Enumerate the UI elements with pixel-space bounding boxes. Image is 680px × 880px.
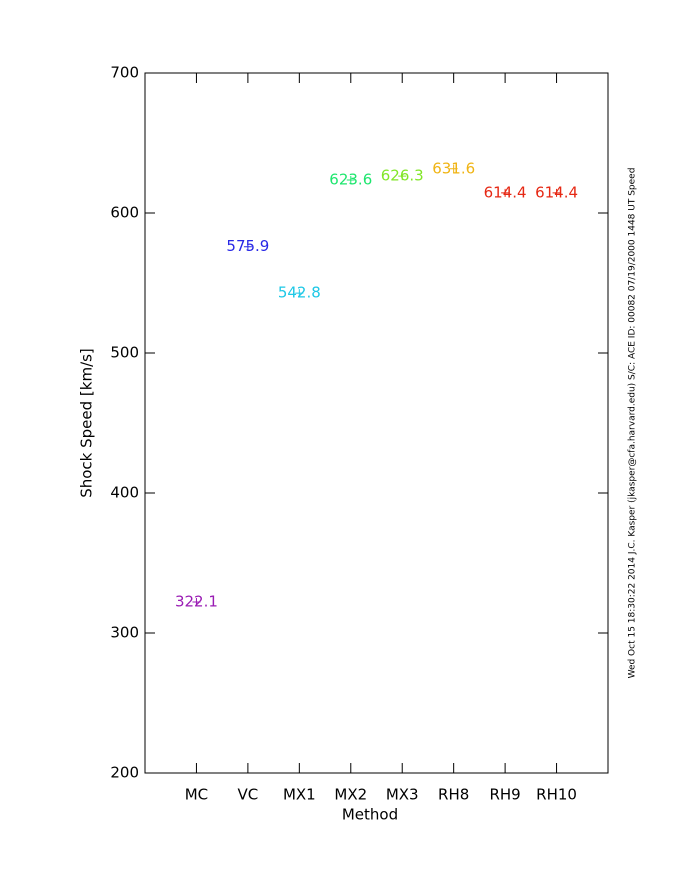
point-marker [552, 188, 561, 197]
value-label: 631.6 [432, 159, 475, 177]
x-tick-label: MX3 [386, 786, 419, 804]
point-marker [398, 172, 407, 181]
value-label: 542.8 [278, 284, 321, 302]
point-marker [295, 289, 304, 298]
value-label: 623.6 [329, 170, 372, 188]
y-tick-label: 600 [110, 204, 139, 222]
y-tick-label: 400 [110, 484, 139, 502]
y-tick-label: 700 [110, 64, 139, 82]
x-tick-label: RH10 [536, 786, 577, 804]
value-label: 614.4 [484, 183, 527, 201]
value-label: 575.9 [226, 237, 269, 255]
point-marker [449, 164, 458, 173]
value-label: 614.4 [535, 183, 578, 201]
value-label: 322.1 [175, 593, 218, 611]
x-tick-label: MX1 [283, 786, 316, 804]
side-note: Wed Oct 15 18:30:22 2014 J.C. Kasper (jk… [628, 168, 638, 679]
y-tick-label: 200 [110, 764, 139, 782]
x-axis-label: Method [342, 806, 398, 824]
x-tick-label: RH8 [438, 786, 469, 804]
y-axis-label: Shock Speed [km/s] [78, 348, 96, 498]
x-tick-label: MX2 [334, 786, 367, 804]
point-marker [192, 598, 201, 607]
plot-frame [144, 72, 609, 774]
x-tick-label: MC [185, 786, 208, 804]
y-tick-label: 300 [110, 624, 139, 642]
x-tick-label: RH9 [489, 786, 520, 804]
point-marker [243, 242, 252, 251]
y-tick-label: 500 [110, 344, 139, 362]
point-marker [346, 175, 355, 184]
value-label: 626.3 [381, 167, 424, 185]
x-tick-label: VC [238, 786, 259, 804]
point-marker [501, 188, 510, 197]
